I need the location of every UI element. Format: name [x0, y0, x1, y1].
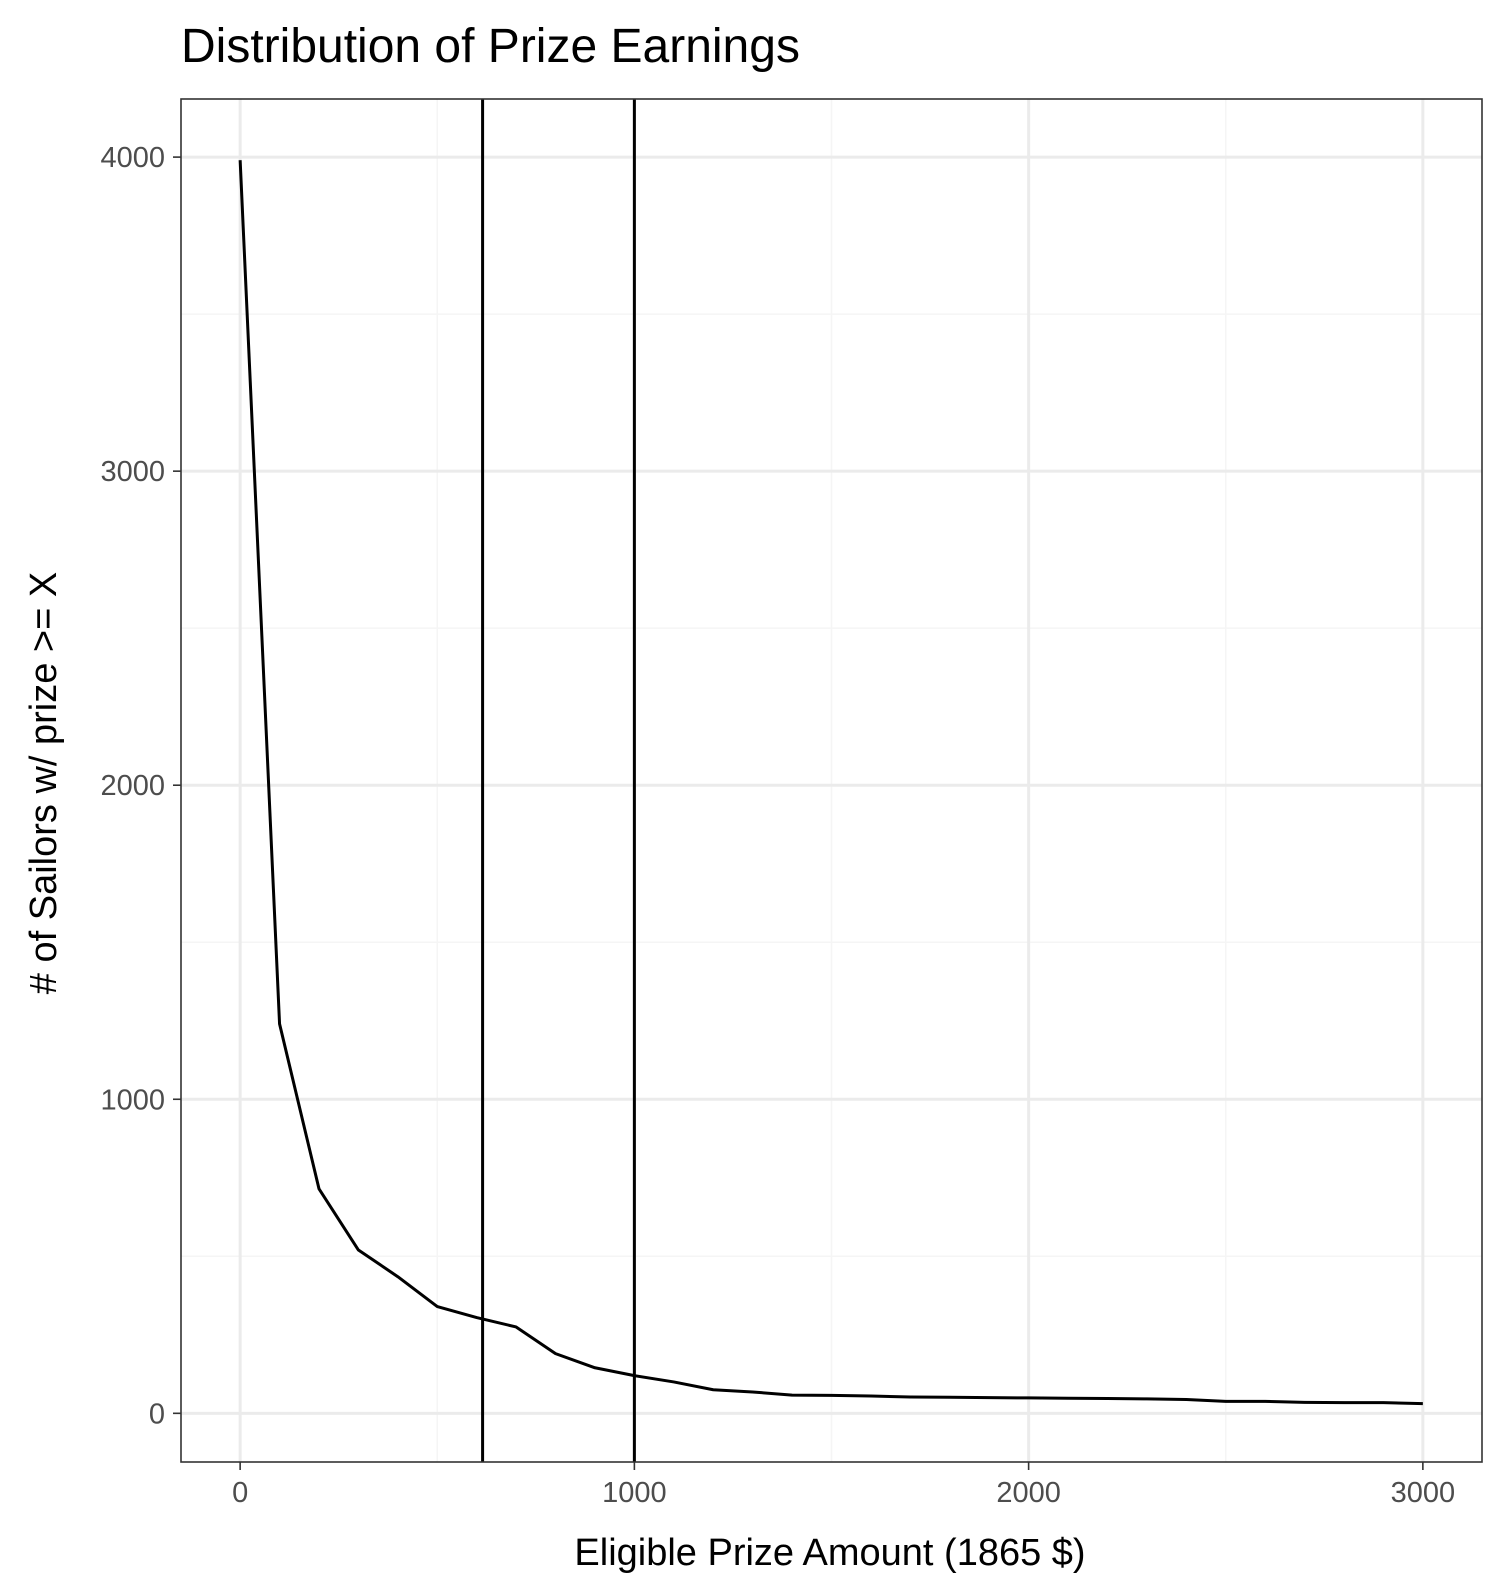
series-layer: [238, 160, 1423, 1406]
panel-border: [180, 98, 1483, 1463]
x-axis: 0 1000 2000 3000: [232, 1462, 1455, 1509]
y-axis-title: # of Sailors w/ prize >= X: [23, 572, 65, 994]
x-tick-label: 0: [232, 1477, 248, 1509]
chart-title: Distribution of Prize Earnings: [181, 20, 800, 73]
x-axis-title: Eligible Prize Amount (1865 $): [574, 1532, 1085, 1574]
y-tick-label: 3000: [100, 456, 165, 488]
x-tick-label: 2000: [996, 1477, 1061, 1509]
reference-lines: [481, 99, 636, 1462]
series-line: [238, 160, 1423, 1406]
y-tick-label: 1000: [100, 1084, 165, 1116]
minor-gridlines: [181, 99, 1482, 1462]
y-tick-label: 2000: [100, 770, 165, 802]
y-tick-label: 0: [149, 1398, 165, 1430]
y-axis: 0 1000 2000 3000 4000: [100, 142, 181, 1430]
x-tick-label: 1000: [602, 1477, 667, 1509]
x-tick-label: 3000: [1391, 1477, 1456, 1509]
y-tick-label: 4000: [100, 142, 165, 174]
